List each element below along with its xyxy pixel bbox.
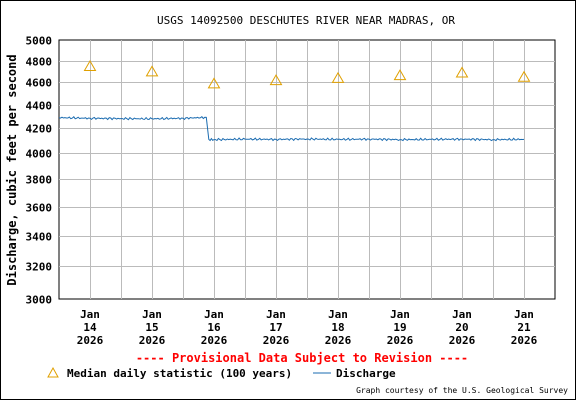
median-series — [83, 60, 531, 89]
x-tick-label: 2026 — [449, 334, 476, 347]
legend: Median daily statistic (100 years) Disch… — [47, 366, 396, 380]
x-tick-label: 14 — [83, 321, 97, 334]
provisional-notice: ---- Provisional Data Subject to Revisio… — [136, 351, 468, 365]
y-tick-label: 3000 — [26, 294, 53, 307]
discharge-line — [58, 116, 525, 142]
x-tick-label: 2026 — [139, 334, 166, 347]
median-triangle-marker — [269, 74, 283, 86]
y-tick-label: 5000 — [26, 35, 53, 48]
x-tick-label: Jan — [452, 308, 472, 321]
x-tick-label: 20 — [455, 321, 468, 334]
x-tick-label: 2026 — [201, 334, 228, 347]
x-tick-label: 2026 — [511, 334, 538, 347]
y-tick-label: 4200 — [26, 123, 53, 136]
y-tick-label: 3800 — [26, 174, 53, 187]
credit-text: Graph courtesy of the U.S. Geological Su… — [356, 386, 568, 395]
chart-title: USGS 14092500 DESCHUTES RIVER NEAR MADRA… — [157, 14, 455, 27]
x-tick-label: 18 — [331, 321, 344, 334]
x-tick-label: Jan — [514, 308, 534, 321]
y-tick-label: 3200 — [26, 261, 53, 274]
x-tick-label: Jan — [266, 308, 286, 321]
x-tick-labels: Jan142026Jan152026Jan162026Jan172026Jan1… — [77, 308, 538, 347]
x-tick-label: 2026 — [263, 334, 290, 347]
y-tick-labels: 3000 3200 3400 3600 3800 4000 4200 4400 4600 4800… — [26, 35, 53, 307]
y-tick-label: 4000 — [26, 148, 53, 161]
y-tick-label: 3400 — [26, 231, 53, 244]
x-tick-label: Jan — [204, 308, 224, 321]
y-axis-label: Discharge, cubic feet per second — [5, 54, 19, 285]
median-triangle-marker — [455, 66, 469, 78]
x-tick-label: 19 — [393, 321, 406, 334]
x-tick-label: 2026 — [77, 334, 104, 347]
y-tick-label: 4800 — [26, 56, 53, 69]
x-tick-label: 21 — [517, 321, 531, 334]
median-triangle-marker — [83, 60, 97, 72]
median-triangle-marker — [145, 65, 159, 77]
x-tick-label: 15 — [145, 321, 158, 334]
legend-median-label: Median daily statistic (100 years) — [67, 367, 292, 380]
grid-lines — [59, 40, 555, 299]
legend-discharge-label: Discharge — [336, 367, 396, 380]
legend-median-triangle-icon — [47, 366, 59, 378]
x-tick-label: 2026 — [387, 334, 414, 347]
x-tick-label: Jan — [142, 308, 162, 321]
y-tick-label: 4600 — [26, 77, 53, 90]
discharge-series — [58, 116, 525, 142]
x-tick-label: Jan — [390, 308, 410, 321]
median-triangle-marker — [517, 70, 531, 82]
x-tick-label: 2026 — [325, 334, 352, 347]
median-triangle-marker — [207, 77, 221, 89]
x-tick-label: 16 — [207, 321, 221, 334]
median-triangle-marker — [331, 71, 345, 83]
y-tick-label: 4400 — [26, 100, 53, 113]
y-tick-label: 3600 — [26, 202, 53, 215]
median-triangle-marker — [393, 69, 407, 81]
x-tick-label: 17 — [269, 321, 282, 334]
x-tick-label: Jan — [328, 308, 348, 321]
x-tick-label: Jan — [80, 308, 100, 321]
